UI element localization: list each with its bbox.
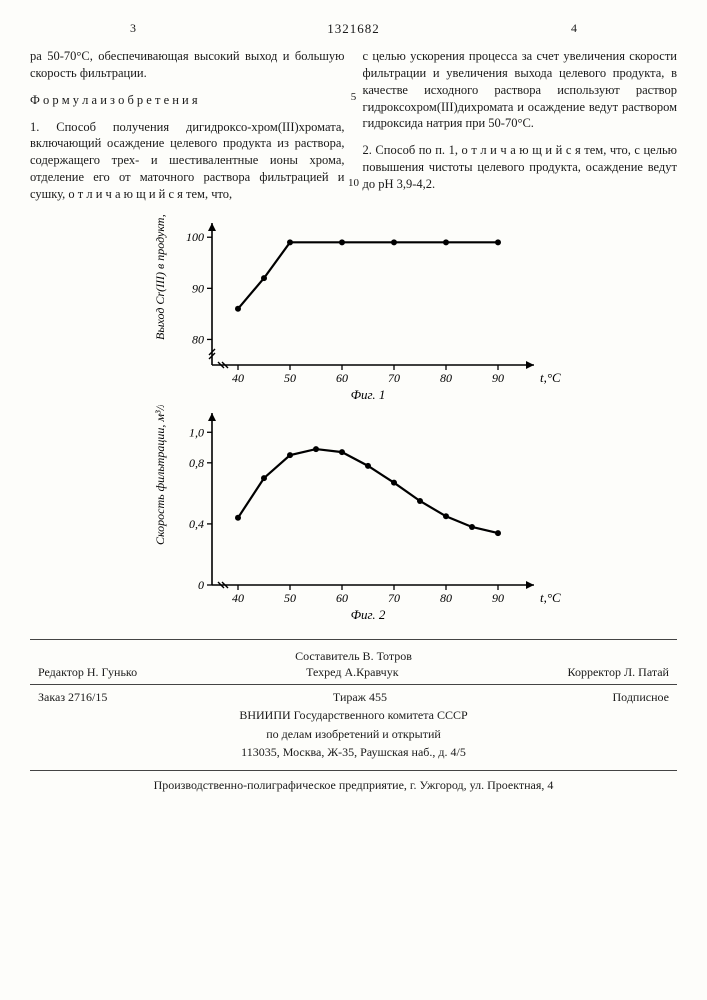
right-column: с целью ускорения процесса за счет увели… [363, 48, 678, 203]
svg-text:80: 80 [192, 332, 204, 346]
svg-text:90: 90 [192, 281, 204, 295]
svg-text:0,4: 0,4 [189, 517, 204, 531]
charts-container: 40 50 60 70 80 90 80 90 100 t,°C Выход Cr(III) в п… [30, 215, 677, 625]
right-p1: с целью ускорения процесса за счет увели… [363, 48, 678, 132]
svg-text:70: 70 [388, 371, 400, 385]
svg-text:90: 90 [492, 371, 504, 385]
footer-order: Заказ 2716/15 [38, 689, 107, 705]
footer-techred: Техред А.Кравчук [306, 664, 398, 680]
left-p1: ра 50-70°С, обеспечивающая высокий выход… [30, 48, 345, 82]
svg-text:80: 80 [440, 591, 452, 605]
svg-text:Фиг. 1: Фиг. 1 [350, 387, 385, 402]
footer-printer: Производственно-полиграфическое предприя… [30, 770, 677, 793]
chart-fig1: 40 50 60 70 80 90 80 90 100 t,°C Выход Cr(III) в п… [144, 215, 564, 405]
left-col-number: 3 [130, 20, 136, 36]
svg-text:40: 40 [232, 371, 244, 385]
right-p2: 2. Способ по п. 1, о т л и ч а ю щ и й с… [363, 142, 678, 193]
svg-text:50: 50 [284, 371, 296, 385]
footer-tirazh: Тираж 455 [333, 689, 387, 705]
footer-corrector: Корректор Л. Патай [568, 664, 669, 680]
svg-text:60: 60 [336, 591, 348, 605]
svg-text:t,°C: t,°C [540, 370, 561, 385]
page-header: 3 1321682 4 [30, 20, 677, 38]
svg-text:Выход Cr(III) в продукт, %: Выход Cr(III) в продукт, % [153, 215, 167, 340]
footer-compiler: Составитель В. Тотров [30, 648, 677, 664]
svg-text:60: 60 [336, 371, 348, 385]
footer-podpisnoe: Подписное [613, 689, 670, 705]
svg-text:90: 90 [492, 591, 504, 605]
svg-text:0: 0 [198, 578, 204, 592]
svg-text:Скорость фильтрации, м³/м²·ч: Скорость фильтрации, м³/м²·ч [153, 405, 167, 545]
svg-text:0,8: 0,8 [189, 456, 204, 470]
patent-number: 1321682 [327, 21, 380, 36]
svg-text:50: 50 [284, 591, 296, 605]
left-column: ра 50-70°С, обеспечивающая высокий выход… [30, 48, 345, 203]
svg-text:80: 80 [440, 371, 452, 385]
svg-text:40: 40 [232, 591, 244, 605]
footer-address: 113035, Москва, Ж-35, Раушская наб., д. … [30, 744, 677, 760]
footer-org1: ВНИИПИ Государственного комитета СССР [30, 707, 677, 723]
right-col-number: 4 [571, 20, 577, 36]
line-number-5: 5 [351, 90, 357, 105]
formula-title: Ф о р м у л а и з о б р е т е н и я [30, 92, 345, 109]
line-number-10: 10 [348, 176, 359, 191]
svg-text:Фиг. 2: Фиг. 2 [350, 607, 385, 622]
svg-text:t,°C: t,°C [540, 590, 561, 605]
left-p2: 1. Способ получения дигидроксо-хром(III)… [30, 119, 345, 203]
chart-fig2: 40 50 60 70 80 90 0 0,4 0,8 1,0 t,°C Скорость фильт… [144, 405, 564, 625]
svg-text:100: 100 [186, 230, 204, 244]
svg-text:70: 70 [388, 591, 400, 605]
footer-block: Составитель В. Тотров Редактор Н. Гунько… [30, 639, 677, 760]
svg-text:1,0: 1,0 [189, 425, 204, 439]
footer-org2: по делам изобретений и открытий [30, 726, 677, 742]
footer-editor: Редактор Н. Гунько [38, 664, 137, 680]
body-columns: 5 10 ра 50-70°С, обеспечивающая высокий … [30, 48, 677, 203]
